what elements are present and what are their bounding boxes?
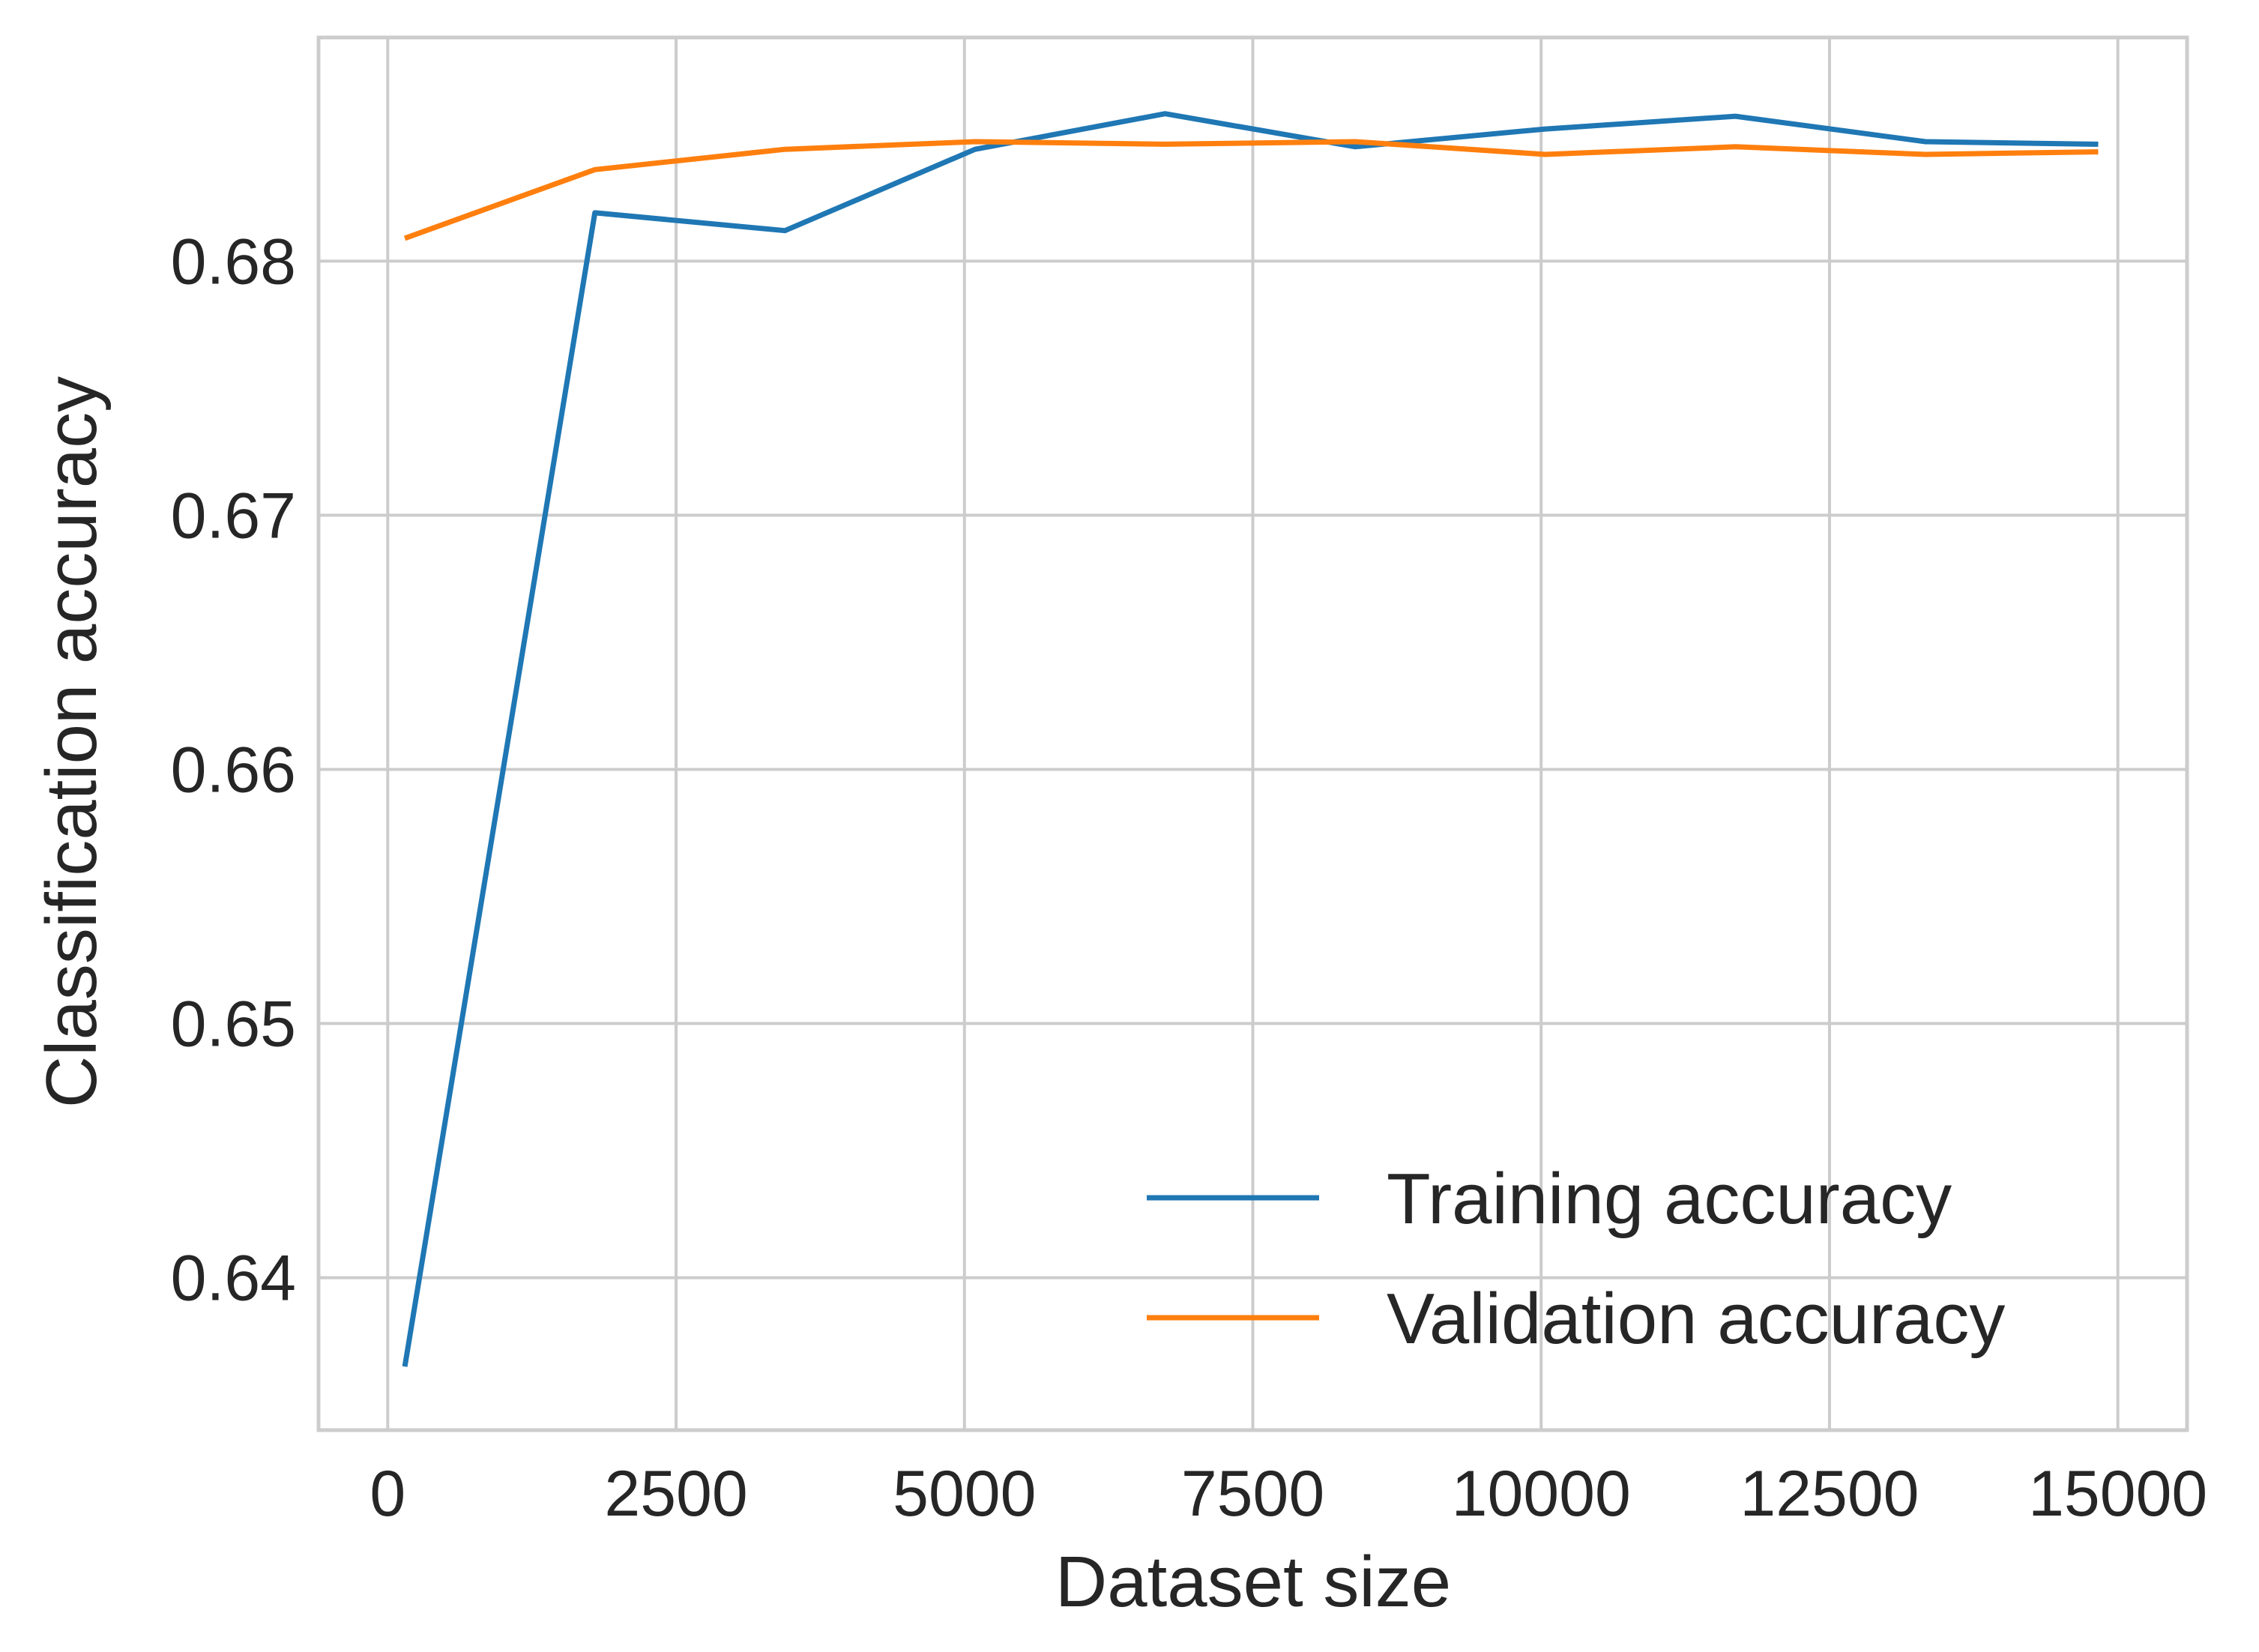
x-tick-labels: 0 2500 5000 7500 10000 12500 15000 <box>370 1458 2207 1530</box>
legend-label: Training accuracy <box>1387 1159 1952 1239</box>
y-tick-label: 0.65 <box>171 989 296 1061</box>
y-tick-label: 0.66 <box>171 734 296 806</box>
series-lines <box>402 111 2099 1367</box>
y-tick-label: 0.64 <box>171 1243 296 1315</box>
y-tick-labels: 0.64 0.65 0.66 0.67 0.68 <box>171 226 296 1314</box>
x-tick-label: 5000 <box>893 1458 1036 1530</box>
y-tick-label: 0.68 <box>171 226 296 298</box>
y-axis-label: Classification accuracy <box>31 376 112 1108</box>
x-tick-label: 15000 <box>2028 1458 2207 1530</box>
y-tick-label: 0.67 <box>171 480 296 552</box>
series-line-validation-accuracy <box>403 139 2099 241</box>
x-axis-label: Dataset size <box>1055 1542 1451 1622</box>
grid <box>319 37 2187 1430</box>
axes-frame <box>316 35 2189 1432</box>
legend: Training accuracy Validation accuracy <box>1147 1159 2005 1359</box>
series-line-training-accuracy <box>402 111 2099 1367</box>
x-tick-label: 2500 <box>604 1458 747 1530</box>
x-tick-label: 0 <box>370 1458 405 1530</box>
x-tick-label: 12500 <box>1740 1458 1919 1530</box>
x-tick-label: 7500 <box>1181 1458 1324 1530</box>
x-tick-label: 10000 <box>1452 1458 1631 1530</box>
axes-spines <box>316 35 2189 1432</box>
legend-label: Validation accuracy <box>1387 1279 2005 1359</box>
